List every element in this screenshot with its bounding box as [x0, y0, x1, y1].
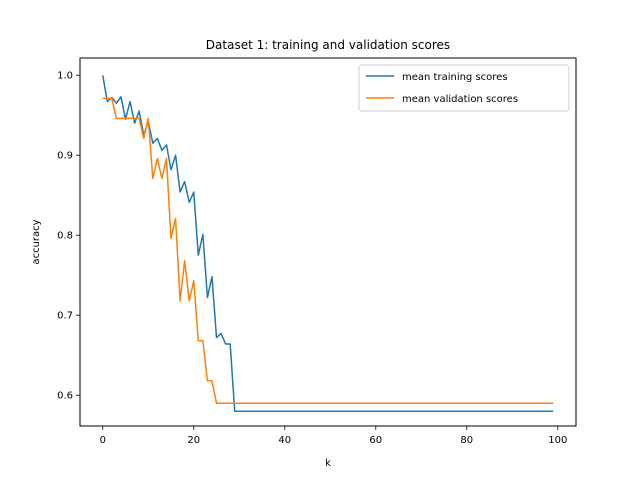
legend: mean training scores mean validation sco…: [358, 64, 570, 112]
y-tick-label: 0.8: [57, 231, 73, 242]
y-tick-label: 0.9: [57, 151, 73, 162]
x-axis-label: k: [325, 458, 331, 469]
x-tick-label: 0: [100, 435, 106, 446]
y-tick-label: 0.7: [57, 311, 73, 322]
x-tick-label: 80: [460, 435, 473, 446]
series-line-training: [102, 75, 554, 412]
legend-box: [358, 64, 570, 112]
x-tick-label: 60: [369, 435, 382, 446]
x-tick-label: 40: [278, 435, 291, 446]
y-axis-label: accuracy: [31, 219, 42, 264]
legend-label-training: mean training scores: [402, 72, 508, 83]
x-tick-label: 100: [548, 435, 567, 446]
plot-lines: [102, 75, 554, 412]
x-tick-label: 20: [187, 435, 200, 446]
x-axis-ticks: 0 20 40 60 80 100: [100, 426, 567, 446]
plot-frame: [79, 57, 577, 427]
y-tick-label: 1.0: [57, 71, 73, 82]
series-line-validation: [102, 97, 554, 404]
y-tick-label: 0.6: [57, 391, 73, 402]
legend-label-validation: mean validation scores: [402, 94, 518, 105]
y-axis-ticks: 0.6 0.7 0.8 0.9 1.0: [57, 71, 80, 402]
chart-title: Dataset 1: training and validation score…: [206, 38, 450, 52]
